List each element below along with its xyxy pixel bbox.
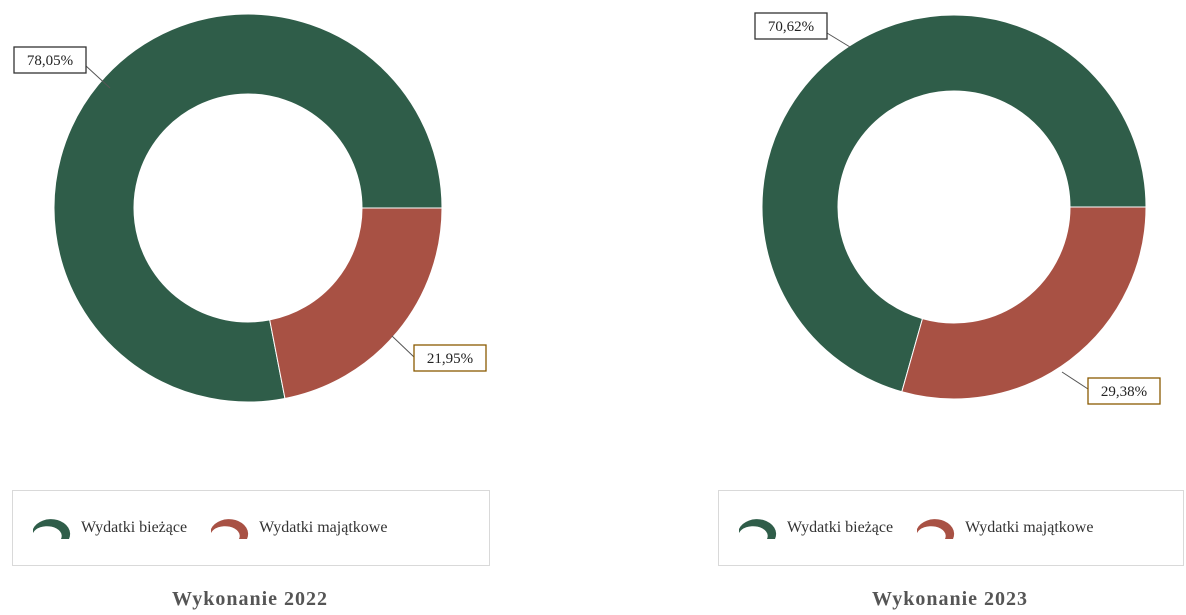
data-label-wydatki-majatkowe: 29,38%: [1101, 384, 1147, 400]
donut-chart-2022: 78,05% 21,95%: [13, 13, 487, 403]
data-label-box: [413, 344, 487, 372]
legend-label-capital: Wydatki majątkowe: [259, 519, 388, 536]
legend-swatch-capital-icon: [917, 519, 955, 539]
legend: Wydatki bieżące Wydatki majątkowe: [12, 490, 490, 566]
legend-item-current: Wydatki bieżące: [31, 517, 187, 539]
data-label-box: [754, 12, 828, 40]
data-label-leader: [391, 335, 415, 358]
data-label-leader: [1061, 371, 1089, 390]
data-label-wydatki-majatkowe: 21,95%: [427, 351, 473, 367]
slice-wydatki-biezace: [761, 14, 1147, 393]
legend-swatch-current-icon: [739, 519, 777, 539]
donut-chart-2023: 70,62% 29,38%: [754, 12, 1161, 405]
chart-panel-2023: 70,62% 29,38% Wydatki bieżące Wydatki maj…: [700, 0, 1186, 615]
data-label-box: [13, 46, 87, 74]
legend-item-current: Wydatki bieżące: [737, 517, 893, 539]
legend-label-capital: Wydatki majątkowe: [965, 519, 1094, 536]
legend-label-current: Wydatki bieżące: [81, 519, 188, 536]
legend-swatch-capital-icon: [211, 519, 249, 539]
legend: Wydatki bieżące Wydatki majątkowe: [718, 490, 1184, 566]
legend-swatch-current-icon: [33, 519, 71, 539]
data-label-wydatki-biezace: 78,05%: [27, 53, 73, 69]
slice-wydatki-majatkowe: [901, 206, 1147, 400]
data-label-leader: [85, 65, 111, 89]
legend-label-current: Wydatki bieżące: [787, 519, 894, 536]
legend-item-capital: Wydatki majątkowe: [209, 517, 387, 539]
slice-wydatki-biezace: [53, 13, 443, 403]
data-label-leader: [826, 32, 851, 48]
data-label-box: [1087, 377, 1161, 405]
chart-panel-2022: 78,05% 21,95% Wydatki bieżące Wydatki maj…: [0, 0, 520, 615]
slice-wydatki-majatkowe: [269, 207, 443, 400]
chart-title-2023: Wykonanie 2023: [871, 588, 1029, 610]
legend-item-capital: Wydatki majątkowe: [915, 517, 1093, 539]
data-label-wydatki-biezace: 70,62%: [768, 19, 814, 35]
chart-title-2022: Wykonanie 2022: [171, 588, 329, 610]
